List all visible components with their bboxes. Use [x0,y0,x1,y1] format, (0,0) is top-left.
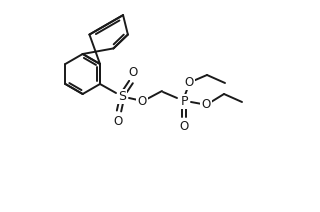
Text: S: S [118,89,126,102]
Text: O: O [184,77,194,89]
Text: O: O [137,95,147,107]
Text: P: P [180,95,188,107]
Text: O: O [201,98,211,110]
Text: O: O [128,67,138,80]
Text: O: O [180,120,188,132]
Text: O: O [113,114,123,127]
